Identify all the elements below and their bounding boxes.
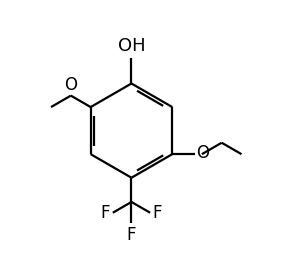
Text: O: O [64,76,77,94]
Text: O: O [196,144,210,162]
Text: F: F [127,226,136,244]
Text: F: F [153,204,162,222]
Text: F: F [101,204,110,222]
Text: OH: OH [118,37,145,55]
